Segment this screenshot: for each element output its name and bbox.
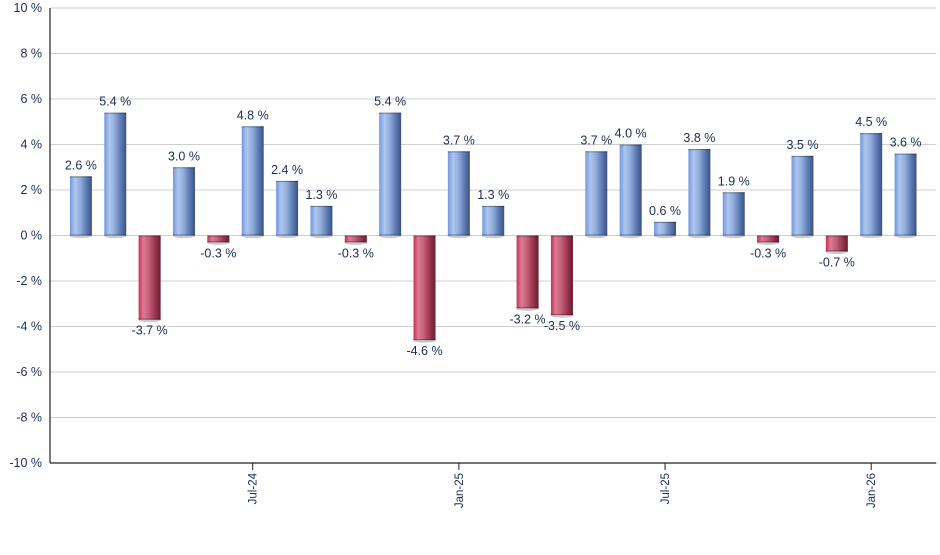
svg-text:-3.5 %: -3.5 % <box>544 319 580 333</box>
svg-text:8 %: 8 % <box>20 47 42 61</box>
svg-text:4.8 %: 4.8 % <box>237 108 269 122</box>
svg-text:4 %: 4 % <box>20 138 42 152</box>
svg-text:0 %: 0 % <box>20 229 42 243</box>
svg-text:-6 %: -6 % <box>16 365 42 379</box>
svg-text:2 %: 2 % <box>20 183 42 197</box>
svg-text:Jan-26: Jan-26 <box>866 473 878 508</box>
svg-text:-3.7 %: -3.7 % <box>132 324 168 338</box>
svg-text:3.5 %: 3.5 % <box>786 138 818 152</box>
svg-text:6 %: 6 % <box>20 92 42 106</box>
svg-text:2.4 %: 2.4 % <box>271 163 303 177</box>
svg-text:-3.2 %: -3.2 % <box>510 312 546 326</box>
svg-text:2.6 %: 2.6 % <box>65 158 97 172</box>
svg-text:3.8 %: 3.8 % <box>683 131 715 145</box>
svg-text:-2 %: -2 % <box>16 274 42 288</box>
svg-text:1.3 %: 1.3 % <box>305 188 337 202</box>
svg-text:3.7 %: 3.7 % <box>580 133 612 147</box>
svg-text:0.6 %: 0.6 % <box>649 204 681 218</box>
svg-text:Jan-25: Jan-25 <box>454 473 466 508</box>
svg-text:-10 %: -10 % <box>9 456 42 470</box>
svg-text:3.0 %: 3.0 % <box>168 149 200 163</box>
svg-text:4.5 %: 4.5 % <box>855 115 887 129</box>
svg-text:3.6 %: 3.6 % <box>890 136 922 150</box>
svg-text:-0.3 %: -0.3 % <box>338 246 374 260</box>
svg-text:-0.3 %: -0.3 % <box>200 246 236 260</box>
svg-text:Jul-25: Jul-25 <box>660 473 672 504</box>
svg-text:1.9 %: 1.9 % <box>718 174 750 188</box>
svg-text:10 %: 10 % <box>14 1 43 15</box>
svg-text:3.7 %: 3.7 % <box>443 133 475 147</box>
svg-text:1.3 %: 1.3 % <box>477 188 509 202</box>
svg-text:5.4 %: 5.4 % <box>374 95 406 109</box>
svg-text:-4.6 %: -4.6 % <box>406 344 442 358</box>
svg-text:5.4 %: 5.4 % <box>99 95 131 109</box>
svg-text:-0.7 %: -0.7 % <box>819 255 855 269</box>
svg-text:-0.3 %: -0.3 % <box>750 246 786 260</box>
svg-text:Jul-24: Jul-24 <box>248 472 260 504</box>
svg-text:-8 %: -8 % <box>16 411 42 425</box>
svg-text:-4 %: -4 % <box>16 320 42 334</box>
svg-text:4.0 %: 4.0 % <box>615 127 647 141</box>
